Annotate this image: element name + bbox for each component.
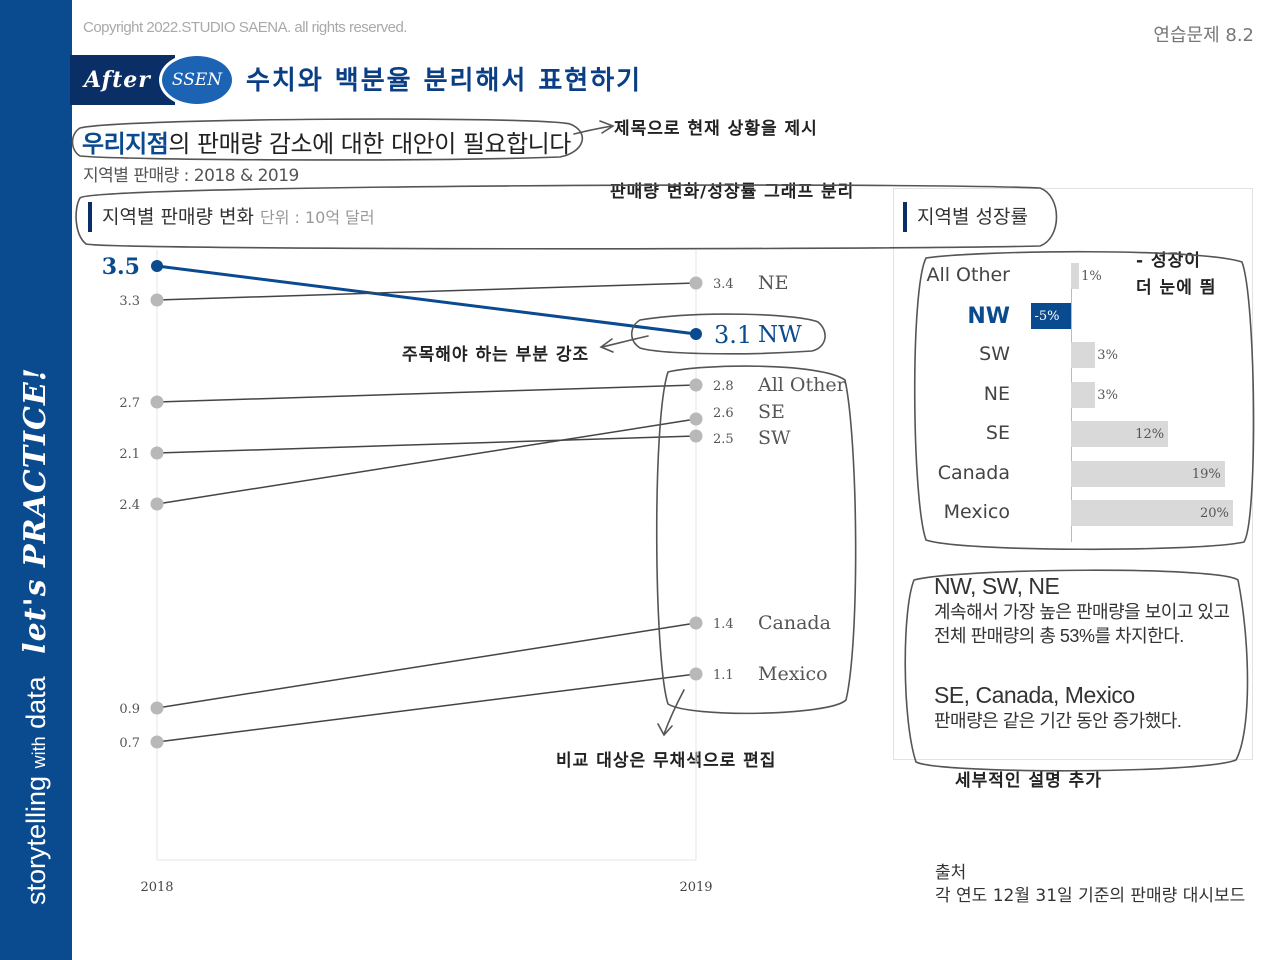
start-point	[151, 260, 163, 272]
bar-category-label: Mexico	[943, 501, 1010, 523]
end-value-label: 1.1	[713, 668, 734, 683]
start-value-label: 3.5	[102, 254, 140, 280]
growth-bar	[1071, 342, 1096, 368]
end-value-label: 2.8	[713, 379, 734, 394]
bar-category-label: NW	[967, 303, 1010, 329]
bar-category-label: SE	[985, 422, 1010, 444]
end-point	[689, 276, 703, 290]
series-line-canada	[156, 622, 697, 709]
end-value-label: 1.4	[713, 617, 734, 632]
bar-value-label: -5%	[1034, 308, 1060, 324]
series-name-label: Mexico	[758, 663, 828, 685]
end-point	[689, 378, 703, 392]
start-value-label: 2.4	[119, 498, 140, 513]
summary-2-head: SE, Canada, Mexico	[934, 682, 1135, 708]
end-value-label: 3.1	[714, 321, 752, 349]
series-line-mexico	[156, 673, 697, 743]
source: 출처 각 연도 12월 31일 기준의 판매량 대시보드	[935, 862, 1245, 908]
start-value-label: 2.7	[119, 396, 140, 411]
bar-value-label: 19%	[1191, 466, 1221, 482]
series-line-se	[156, 418, 697, 505]
series-line-ne	[156, 282, 697, 301]
end-point	[689, 667, 703, 681]
bar-category-label: SW	[979, 343, 1010, 365]
end-value-label: 2.6	[713, 406, 734, 421]
series-line-nw	[156, 264, 697, 336]
bar-value-label: 12%	[1135, 427, 1165, 442]
end-point	[689, 616, 703, 630]
bar-category-label: NE	[983, 382, 1010, 405]
copyright: Copyright 2022.STUDIO SAENA. all rights …	[83, 19, 407, 36]
series-name-label: NW	[758, 322, 802, 348]
start-value-label: 0.7	[119, 736, 140, 751]
bar-value-label: 1%	[1081, 269, 1102, 284]
growth-chart-title: 지역별 성장률	[903, 202, 1028, 232]
end-point	[689, 429, 703, 443]
series-name-label: SW	[758, 427, 791, 449]
series-name-label: Canada	[758, 612, 831, 634]
sidebar: storytelling with data let's PRACTICE!	[0, 0, 72, 960]
page-subtitle: 지역별 판매량 : 2018 & 2019	[83, 166, 299, 186]
gray-note: 비교 대상은 무채색으로 편집	[556, 751, 777, 771]
x-tick-label: 2019	[679, 880, 712, 895]
summary-1-line2: 전체 판매량의 총 53%를 차지한다.	[934, 626, 1184, 646]
start-point	[150, 701, 164, 715]
bar-category-label: Canada	[937, 461, 1010, 484]
summary-2-line1: 판매량은 같은 기간 동안 증가했다.	[934, 711, 1182, 731]
after-badge: After	[70, 55, 175, 105]
growth-bar	[1071, 263, 1080, 289]
summary-1-head: NW, SW, NE	[934, 573, 1060, 599]
source-text: 각 연도 12월 31일 기준의 판매량 대시보드	[935, 886, 1246, 906]
summary-block-1: NW, SW, NE 계속해서 가장 높은 판매량을 보이고 있고 전체 판매량…	[934, 573, 1230, 648]
growth-bar	[1071, 381, 1096, 408]
source-label: 출처	[935, 863, 967, 883]
end-point	[690, 328, 702, 340]
series-name-label: All Other	[757, 374, 847, 396]
series-name-label: SE	[758, 401, 785, 423]
bar-value-label: 3%	[1097, 348, 1118, 363]
start-point	[150, 446, 164, 460]
exercise-number: 연습문제 8.2	[1153, 25, 1254, 46]
summary-block-2: SE, Canada, Mexico 판매량은 같은 기간 동안 증가했다.	[934, 682, 1182, 733]
series-name-label: NE	[758, 272, 789, 294]
end-value-label: 2.5	[713, 432, 734, 447]
series-line-all-other	[156, 384, 697, 403]
detail-note: 세부적인 설명 추가	[955, 771, 1102, 791]
bar-value-label: 3%	[1097, 387, 1118, 403]
end-value-label: 3.4	[713, 277, 734, 292]
start-value-label: 3.3	[119, 294, 140, 309]
summary-1-line1: 계속해서 가장 높은 판매량을 보이고 있고	[934, 602, 1230, 622]
start-value-label: 0.9	[119, 702, 140, 717]
start-point	[150, 735, 164, 749]
x-tick-label: 2018	[140, 880, 173, 895]
start-point	[150, 395, 164, 409]
start-point	[150, 293, 164, 307]
title-note: 제목으로 현재 상황을 제시	[614, 119, 818, 139]
start-value-label: 2.1	[119, 447, 140, 462]
headline: 수치와 백분율 분리해서 표현하기	[246, 66, 643, 96]
bar-category-label: All Other	[926, 264, 1010, 286]
bar-value-label: 20%	[1200, 506, 1229, 521]
ssen-badge: SSEN	[159, 53, 235, 107]
end-point	[689, 412, 703, 426]
focus-note: 주목해야 하는 부분 강조	[402, 345, 590, 365]
slope-chart: 3.5 3.1 NW 3.3 3.4 NE 2.7 2.8 All Other 2.4 2.6 SE 2…	[102, 250, 847, 895]
start-point	[150, 497, 164, 511]
series-line-sw	[156, 435, 697, 454]
